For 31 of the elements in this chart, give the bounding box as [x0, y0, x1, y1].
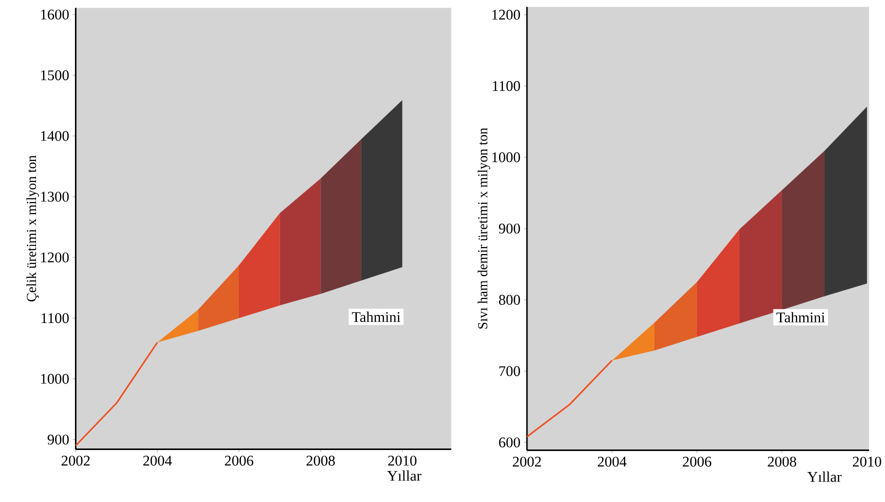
y-tick-label: 1100 [42, 312, 69, 323]
x-tick-label: 2006 [224, 456, 254, 466]
annotation: Tahmini [352, 311, 400, 322]
y-axis-title: Sıvı ham demir üretimi x milyon ton [478, 128, 490, 328]
y-tick-label: 800 [498, 294, 520, 305]
y-tick-label: 1600 [41, 9, 69, 20]
x-axis-title: Yıllar [807, 471, 842, 482]
y-axis-title: Çelik üretimi x milyon ton [26, 155, 39, 302]
y-tick-label: 1100 [492, 80, 520, 91]
y-tick-label: 1000 [41, 374, 69, 384]
x-tick-label: 2002 [62, 456, 90, 466]
x-tick-label: 2010 [852, 456, 882, 466]
x-tick-label: 2002 [512, 456, 541, 466]
y-tick-label: 600 [499, 437, 520, 448]
y-tick-label: 1000 [492, 152, 520, 162]
y-tick-label: 1200 [492, 10, 520, 20]
x-axis-title: Yıllar [387, 470, 422, 481]
y-tick-label: 1200 [41, 252, 69, 262]
x-tick-label: 2004 [598, 456, 626, 466]
y-tick-label: 700 [499, 366, 520, 376]
x-tick-label: 2008 [306, 456, 335, 466]
x-tick-label: 2006 [682, 456, 712, 466]
y-tick-label: 900 [48, 434, 69, 444]
x-tick-label: 2010 [388, 456, 416, 466]
y-tick-label: 1400 [41, 130, 69, 141]
x-tick-label: 2008 [768, 456, 796, 466]
x-tick-label: 2004 [143, 456, 172, 466]
y-tick-label: 900 [498, 223, 520, 234]
y-tick-label: 1500 [41, 70, 69, 80]
y-tick-label: 1300 [41, 192, 69, 202]
annotation: Tahmini [776, 312, 825, 322]
